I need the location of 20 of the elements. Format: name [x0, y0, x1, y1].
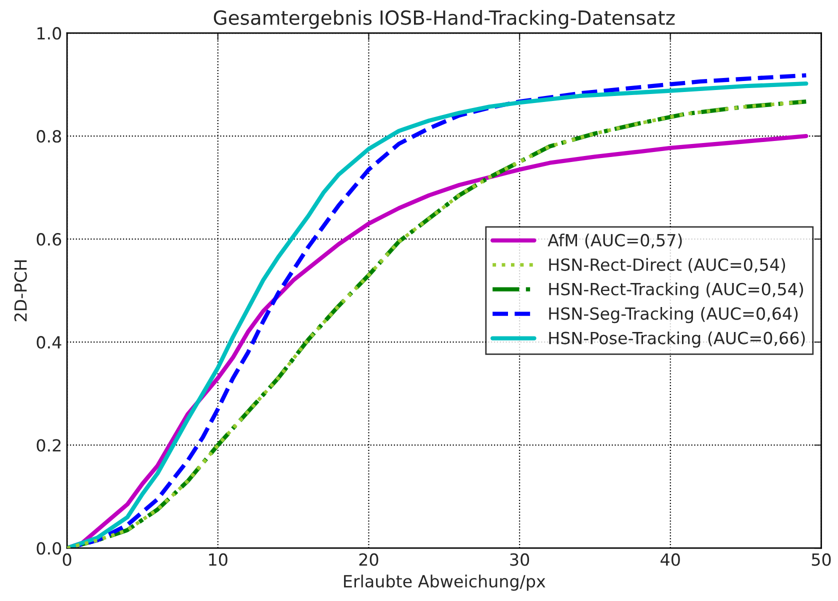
y-tick-label: 1.0 [38, 27, 62, 40]
y-tick-label: 0.0 [36, 542, 62, 555]
x-tick-label: 10 [209, 553, 228, 566]
x-tick-label: 40 [660, 553, 680, 566]
x-axis-title: Erlaubte Abweichung/px [344, 574, 546, 591]
y-tick-label: 0.4 [36, 336, 62, 349]
y-tick-label: 0.8 [36, 130, 62, 143]
legend-label: HSN-Seg-Tracking (AUC=0,64) [549, 306, 798, 324]
x-tick-label: 20 [359, 553, 378, 566]
y-tick-label: 0.2 [36, 439, 61, 452]
x-tick-label: 30 [510, 553, 530, 566]
legend-label: HSN-Pose-Tracking (AUC=0,66) [549, 331, 805, 348]
chart-title: Gesamtergebnis IOSB-Hand-Tracking-Datensatz [214, 10, 675, 29]
legend-label: AfM (AUC=0,57) [548, 234, 682, 248]
legend-label: HSN-Rect-Tracking (AUC=0,54) [549, 282, 804, 299]
y-axis-title: 2D-PCH [14, 260, 27, 322]
legend-label: HSN-Rect-Direct (AUC=0,54) [549, 258, 786, 273]
y-tick-label: 0.6 [36, 233, 62, 246]
x-tick-label: 50 [812, 553, 831, 566]
x-tick-label: 0 [62, 553, 72, 566]
